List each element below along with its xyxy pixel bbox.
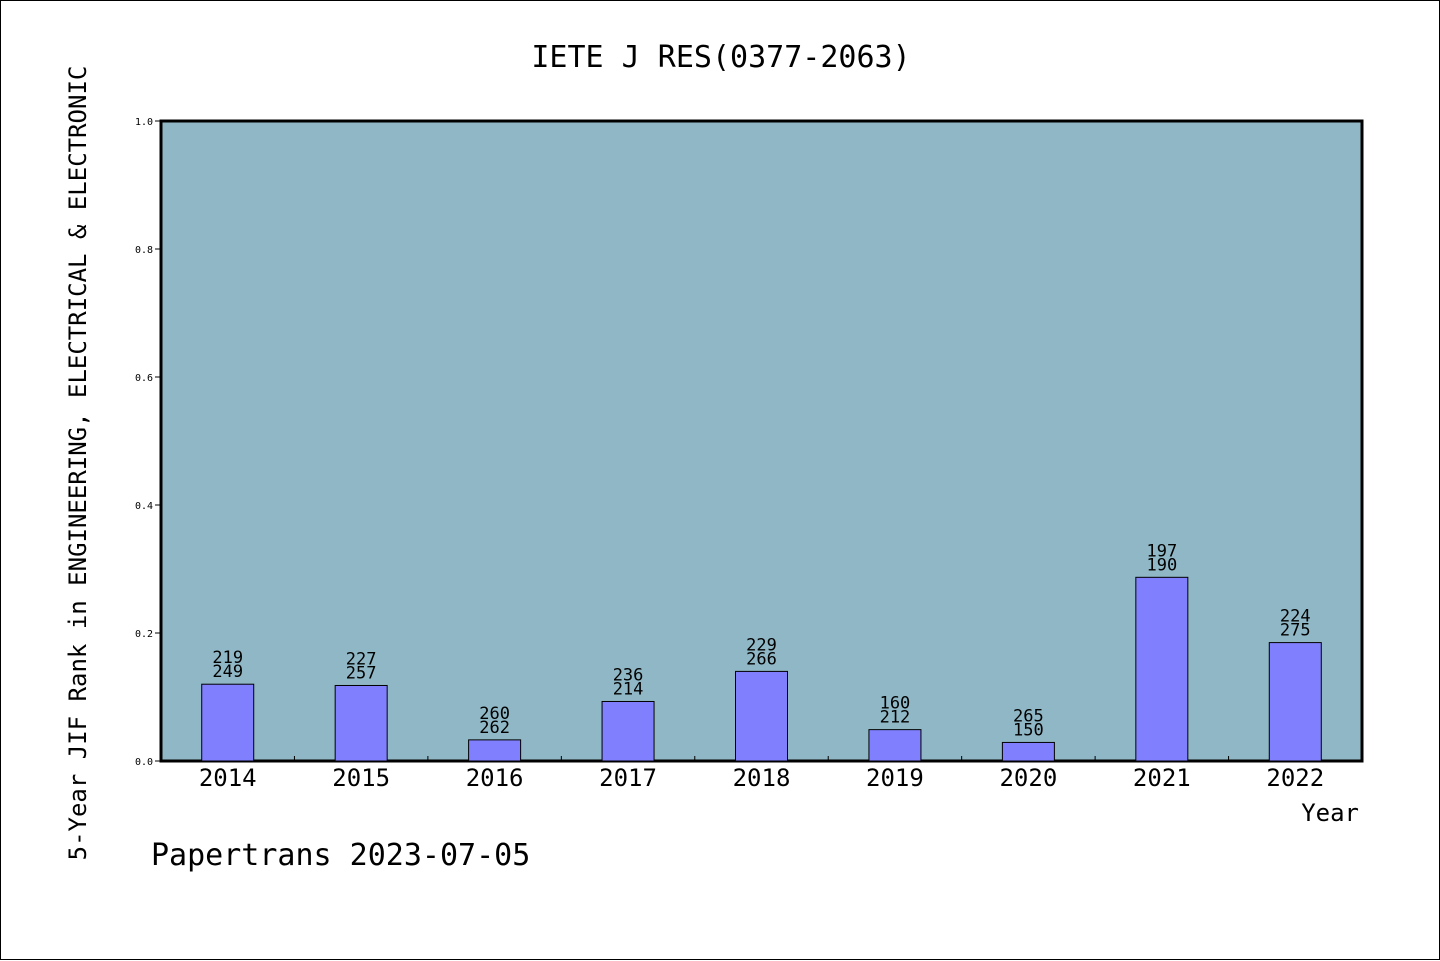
bar-label-top-2020: 265 xyxy=(1013,706,1044,726)
bar-label-bottom-2019: 212 xyxy=(880,708,911,728)
bar-2020 xyxy=(1001,741,1055,762)
chart-title: IETE J RES(0377-2063) xyxy=(531,40,910,75)
bar-label-bottom-2017: 214 xyxy=(613,679,644,699)
bar-2015 xyxy=(334,684,388,762)
bar-label-top-2017: 236 xyxy=(613,665,644,685)
x-tick-label-2016: 2016 xyxy=(466,764,524,792)
x-tick-label-2018: 2018 xyxy=(733,764,791,792)
x-tick-label-2019: 2019 xyxy=(866,764,924,792)
x-axis-label: Year xyxy=(1301,799,1359,827)
bar-label-bottom-2015: 257 xyxy=(346,663,377,683)
y-tick-label: 0.8 xyxy=(135,245,153,256)
bar-label-bottom-2014: 249 xyxy=(212,662,243,682)
bar-label-bottom-2020: 150 xyxy=(1013,720,1044,740)
x-tick-label-2017: 2017 xyxy=(599,764,657,792)
x-axis: 2014 2015 2016 2017 2018 2019 2020 2021 2022 xyxy=(199,756,1324,792)
bar-2018 xyxy=(735,670,788,762)
bar-label-bottom-2016: 262 xyxy=(479,718,510,738)
bar-label-bottom-2021: 190 xyxy=(1146,555,1177,575)
bar-2016 xyxy=(468,739,522,762)
bar-label-top-2015: 227 xyxy=(346,649,377,669)
y-axis: 0.0 0.2 0.4 0.6 0.8 1.0 xyxy=(135,117,161,768)
bar-2021 xyxy=(1135,576,1189,762)
y-tick-label: 0.2 xyxy=(135,629,153,640)
bar-label-bottom-2022: 275 xyxy=(1280,621,1311,641)
x-tick-label-2022: 2022 xyxy=(1266,764,1324,792)
y-tick-label: 1.0 xyxy=(135,117,153,128)
y-axis-label: 5-Year JIF Rank in ENGINEERING, ELECTRIC… xyxy=(64,66,92,861)
bar-2022 xyxy=(1268,642,1322,762)
x-tick-label-2021: 2021 xyxy=(1133,764,1191,792)
x-tick-label-2015: 2015 xyxy=(332,764,390,792)
bar-label-top-2019: 160 xyxy=(880,694,911,714)
x-tick-label-2020: 2020 xyxy=(999,764,1057,792)
bar-label-top-2021: 197 xyxy=(1146,541,1177,561)
y-tick-label: 0.0 xyxy=(135,757,153,768)
bar-2019 xyxy=(868,729,922,762)
footer-text: Papertrans 2023-07-05 xyxy=(151,838,530,873)
y-tick-label: 0.6 xyxy=(135,373,153,384)
bar-label-bottom-2018: 266 xyxy=(746,649,777,669)
bar-label-top-2016: 260 xyxy=(479,704,510,724)
x-tick-label-2014: 2014 xyxy=(199,764,257,792)
bar-label-top-2014: 219 xyxy=(212,648,243,668)
bar-2014 xyxy=(201,683,255,762)
bar-label-top-2018: 229 xyxy=(746,635,777,655)
bar-2017 xyxy=(601,700,655,762)
bar-label-top-2022: 224 xyxy=(1280,607,1311,627)
y-tick-label: 0.4 xyxy=(135,501,153,512)
